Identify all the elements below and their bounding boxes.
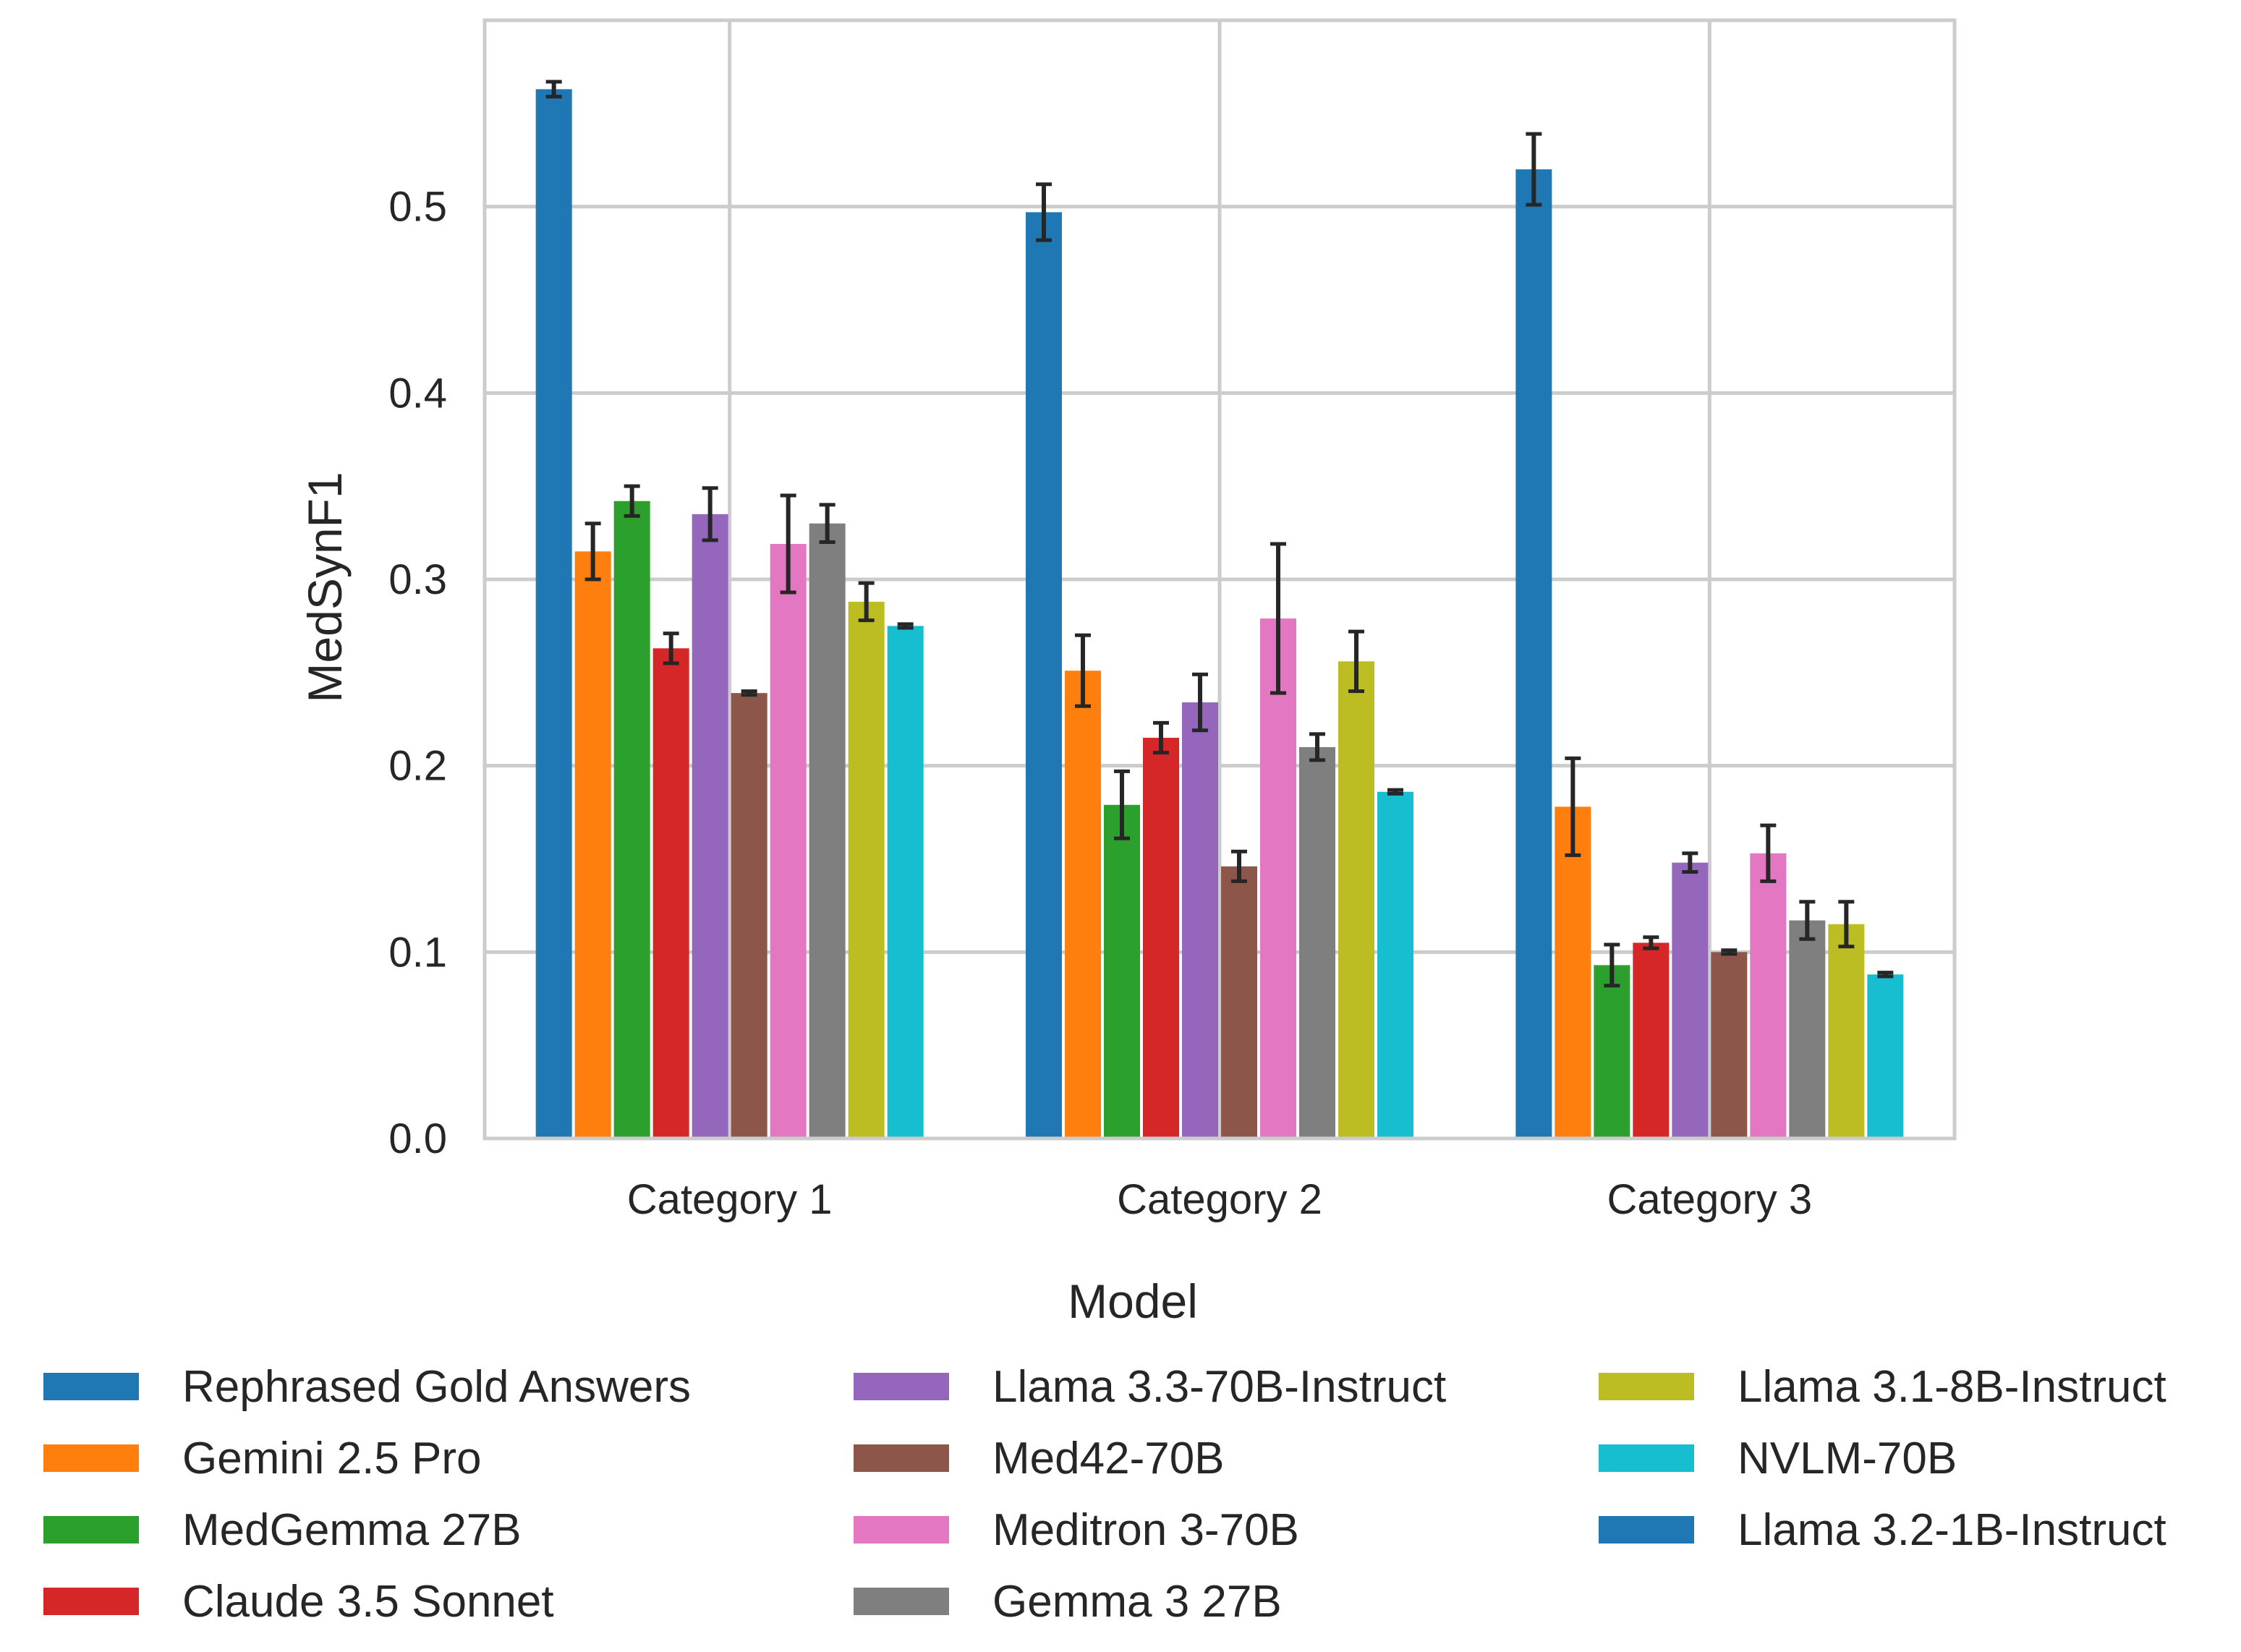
y-tick-label: 0.0: [388, 1115, 447, 1162]
legend-label: Rephrased Gold Answers: [182, 1362, 691, 1412]
bar: [574, 551, 611, 1138]
bar: [535, 89, 572, 1138]
legend-label: Llama 3.2-1B-Instruct: [1738, 1505, 2166, 1555]
legend-label: MedGemma 27B: [182, 1505, 522, 1555]
legend-label: Meditron 3-70B: [992, 1505, 1299, 1555]
bar: [1260, 618, 1296, 1138]
bar: [1104, 804, 1140, 1138]
bar: [1750, 853, 1787, 1138]
x-tick-label: Category 3: [1607, 1176, 1812, 1223]
bar: [1377, 791, 1413, 1138]
legend-label: Claude 3.5 Sonnet: [182, 1577, 554, 1627]
gridlines: [485, 20, 1955, 1141]
legend-label: Gemini 2.5 Pro: [182, 1434, 482, 1483]
legend-swatch: [854, 1588, 949, 1615]
bar: [1594, 965, 1630, 1138]
x-tick-label: Category 1: [627, 1176, 833, 1223]
legend-swatch: [1599, 1444, 1694, 1472]
bar: [1143, 738, 1179, 1138]
y-tick-label: 0.3: [388, 556, 447, 603]
bar: [731, 693, 767, 1138]
bar: [1182, 702, 1218, 1138]
bar: [1299, 746, 1335, 1138]
bar: [1515, 169, 1552, 1139]
legend-swatch: [854, 1373, 949, 1400]
x-axis: Category 1 Category 2 Category 3: [627, 1176, 1812, 1223]
legend-swatch: [1599, 1516, 1694, 1544]
y-axis: 0.0 0.1 0.2 0.3 0.4 0.5: [388, 184, 447, 1162]
bar: [1711, 952, 1748, 1138]
x-tick-label: Category 2: [1117, 1176, 1322, 1223]
bar: [1338, 661, 1374, 1138]
bar: [1633, 942, 1670, 1138]
bar: [1672, 862, 1709, 1138]
bar: [1828, 924, 1865, 1138]
bar: [613, 501, 650, 1138]
legend-label: NVLM-70B: [1738, 1434, 1957, 1483]
bar: [848, 601, 885, 1138]
legend-swatch: [43, 1373, 139, 1400]
bar: [1789, 920, 1826, 1138]
y-tick-label: 0.1: [388, 929, 447, 976]
legend-swatch: [43, 1588, 139, 1615]
legend-label: Gemma 3 27B: [992, 1577, 1282, 1627]
bar: [770, 544, 807, 1138]
legend-swatch: [43, 1444, 139, 1472]
bar: [887, 626, 924, 1138]
error-bars: [545, 80, 1894, 988]
legend-swatch: [854, 1516, 949, 1544]
legend-title: Model: [1068, 1274, 1198, 1328]
bar: [1867, 974, 1904, 1138]
bars: [535, 89, 1904, 1139]
bar: [1065, 670, 1101, 1138]
legend-swatch: [43, 1516, 139, 1544]
legend-swatch: [854, 1444, 949, 1472]
legend-swatch: [1599, 1373, 1694, 1400]
legend-label: Llama 3.1-8B-Instruct: [1738, 1362, 2166, 1412]
legend: Rephrased Gold Answers Gemini 2.5 Pro MedG…: [43, 1362, 2166, 1627]
bar: [1026, 212, 1062, 1138]
bar: [652, 648, 689, 1138]
legend-label: Med42-70B: [992, 1434, 1225, 1483]
bar: [692, 514, 728, 1138]
legend-label: Llama 3.3-70B-Instruct: [992, 1362, 1446, 1412]
bar: [1555, 806, 1591, 1138]
bar: [1221, 866, 1257, 1138]
y-tick-label: 0.2: [388, 743, 447, 790]
y-axis-label: MedSynF1: [298, 472, 352, 702]
y-tick-label: 0.5: [388, 184, 447, 231]
plot-frame: [482, 18, 1957, 1141]
bar: [809, 523, 846, 1138]
y-tick-label: 0.4: [388, 370, 447, 417]
